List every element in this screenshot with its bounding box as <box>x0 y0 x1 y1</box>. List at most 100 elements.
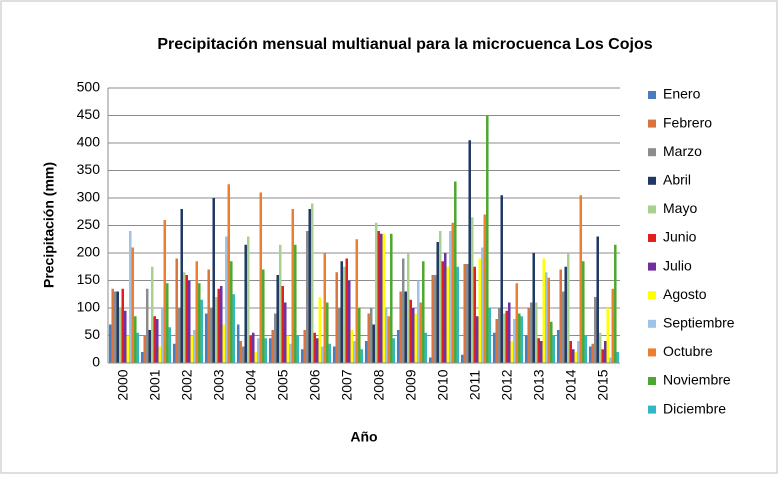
bar <box>374 222 378 363</box>
bar <box>225 236 228 363</box>
legend-label: Marzo <box>663 143 702 159</box>
bar <box>143 335 146 363</box>
bar <box>342 266 346 363</box>
x-tick-label: 2012 <box>499 369 515 400</box>
legend-label: Mayo <box>663 200 697 216</box>
bar <box>284 302 287 363</box>
bar <box>300 349 304 363</box>
bar <box>451 222 455 363</box>
bar <box>399 291 402 363</box>
bar <box>313 332 316 363</box>
bar <box>148 330 151 363</box>
bar <box>332 346 336 363</box>
bar <box>241 346 245 363</box>
bar <box>236 324 240 363</box>
bar <box>244 244 247 363</box>
bar <box>140 352 144 363</box>
bar <box>249 335 252 363</box>
bar <box>577 341 580 363</box>
bar <box>561 291 565 363</box>
bar <box>281 286 284 363</box>
bar <box>431 275 434 363</box>
bar <box>382 233 386 363</box>
bar <box>547 277 551 363</box>
x-tick-label: 2005 <box>275 369 291 400</box>
bar <box>303 330 306 363</box>
bar <box>254 352 258 363</box>
bar <box>262 269 265 363</box>
bar <box>348 280 351 363</box>
bar <box>204 313 208 363</box>
y-axis-label: Precipitación (mm) <box>41 162 57 288</box>
bar <box>454 181 457 363</box>
bar <box>483 214 487 363</box>
bar <box>527 308 530 363</box>
legend-swatch <box>648 405 656 414</box>
bar <box>579 195 583 363</box>
bar <box>438 231 442 363</box>
bar <box>441 261 444 363</box>
bar <box>291 209 295 363</box>
bar <box>404 291 407 363</box>
bar <box>419 302 423 363</box>
bar <box>360 349 364 363</box>
legend-label: Septiembre <box>663 315 735 331</box>
y-tick-label: 450 <box>77 106 101 122</box>
bar <box>257 338 260 363</box>
bar <box>136 332 140 363</box>
bar <box>534 302 538 363</box>
legend-swatch <box>648 262 656 271</box>
y-tick-label: 100 <box>77 299 101 315</box>
bar <box>198 283 201 363</box>
bar <box>566 253 570 363</box>
bar <box>486 115 489 363</box>
bar <box>323 253 327 363</box>
legend-label: Febrero <box>663 114 712 130</box>
bar <box>604 341 607 363</box>
bar <box>326 302 329 363</box>
bar <box>278 244 282 363</box>
legend-swatch <box>648 176 656 185</box>
x-tick-label: 2015 <box>595 369 611 400</box>
bar <box>616 352 620 363</box>
bar <box>392 338 396 363</box>
bar <box>417 280 420 363</box>
bar <box>372 324 375 363</box>
bar <box>380 233 383 363</box>
bar <box>230 261 233 363</box>
legend-label: Octubre <box>663 343 713 359</box>
bar <box>476 316 479 363</box>
bar <box>518 313 521 363</box>
bar <box>345 258 348 363</box>
legend-label: Abril <box>663 172 691 188</box>
bar <box>584 335 588 363</box>
bar <box>515 283 519 363</box>
legend-swatch <box>648 319 656 328</box>
bar <box>436 242 439 363</box>
bar <box>470 217 474 363</box>
bar <box>406 253 410 363</box>
bar <box>308 209 311 363</box>
bar <box>217 288 220 363</box>
y-tick-label: 400 <box>77 134 101 150</box>
y-tick-label: 350 <box>77 161 101 177</box>
bar <box>177 308 181 363</box>
bar <box>468 140 471 363</box>
bar <box>163 220 167 363</box>
bar <box>111 288 114 363</box>
bar <box>559 269 562 363</box>
bar <box>601 349 604 363</box>
bar <box>212 198 215 363</box>
bar <box>129 231 132 363</box>
x-tick-label: 2009 <box>403 369 419 400</box>
bar <box>552 335 556 363</box>
bar <box>569 341 572 363</box>
bar <box>116 291 119 363</box>
x-tick-label: 2001 <box>147 369 163 400</box>
bar <box>574 352 578 363</box>
bar <box>524 335 528 363</box>
y-tick-label: 250 <box>77 216 101 232</box>
bar <box>252 332 255 363</box>
bar <box>591 343 594 363</box>
